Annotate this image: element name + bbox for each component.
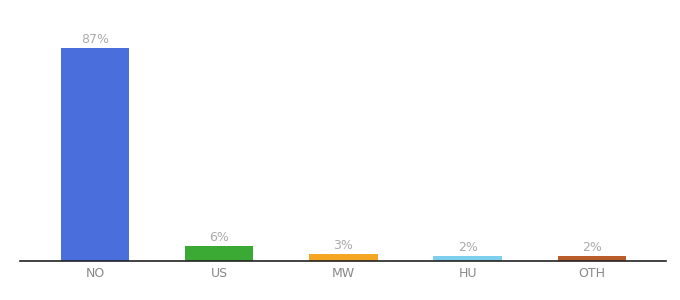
Bar xyxy=(61,48,129,261)
Bar xyxy=(309,254,377,261)
Text: 6%: 6% xyxy=(209,231,229,244)
Bar xyxy=(433,256,502,261)
Bar xyxy=(558,256,626,261)
Text: 87%: 87% xyxy=(81,34,109,46)
Text: 3%: 3% xyxy=(333,239,354,252)
Text: 2%: 2% xyxy=(582,241,602,254)
Text: 2%: 2% xyxy=(458,241,477,254)
Bar xyxy=(185,246,254,261)
